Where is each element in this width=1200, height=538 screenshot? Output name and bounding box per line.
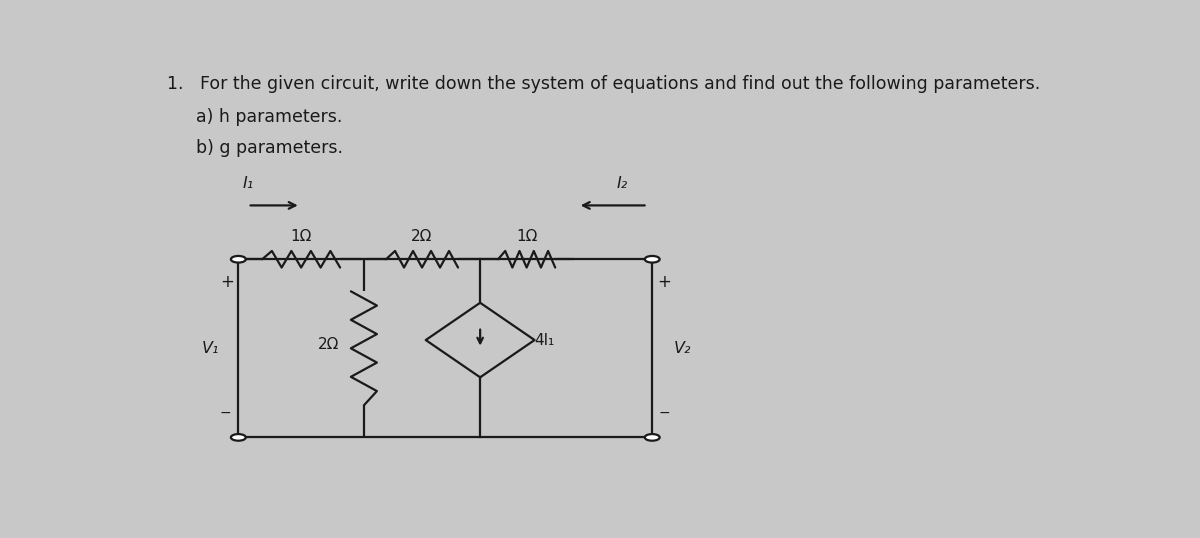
Text: 1Ω: 1Ω xyxy=(516,229,538,244)
Text: 2Ω: 2Ω xyxy=(412,229,433,244)
Text: I₂: I₂ xyxy=(617,176,628,191)
Text: −: − xyxy=(659,406,670,420)
Text: I₁: I₁ xyxy=(242,176,254,191)
Circle shape xyxy=(644,434,660,441)
Text: a) h parameters.: a) h parameters. xyxy=(197,108,343,126)
Circle shape xyxy=(644,256,660,263)
Text: 1.   For the given circuit, write down the system of equations and find out the : 1. For the given circuit, write down the… xyxy=(167,75,1040,93)
Text: b) g parameters.: b) g parameters. xyxy=(197,139,343,157)
Text: 4I₁: 4I₁ xyxy=(534,332,554,348)
Text: 1Ω: 1Ω xyxy=(290,229,312,244)
Text: V₁: V₁ xyxy=(202,341,220,356)
Text: +: + xyxy=(658,273,671,291)
Text: −: − xyxy=(220,406,232,420)
Text: V₂: V₂ xyxy=(674,341,691,356)
Text: +: + xyxy=(221,273,234,291)
Circle shape xyxy=(230,434,246,441)
Text: 2Ω: 2Ω xyxy=(318,337,340,352)
Circle shape xyxy=(230,256,246,263)
